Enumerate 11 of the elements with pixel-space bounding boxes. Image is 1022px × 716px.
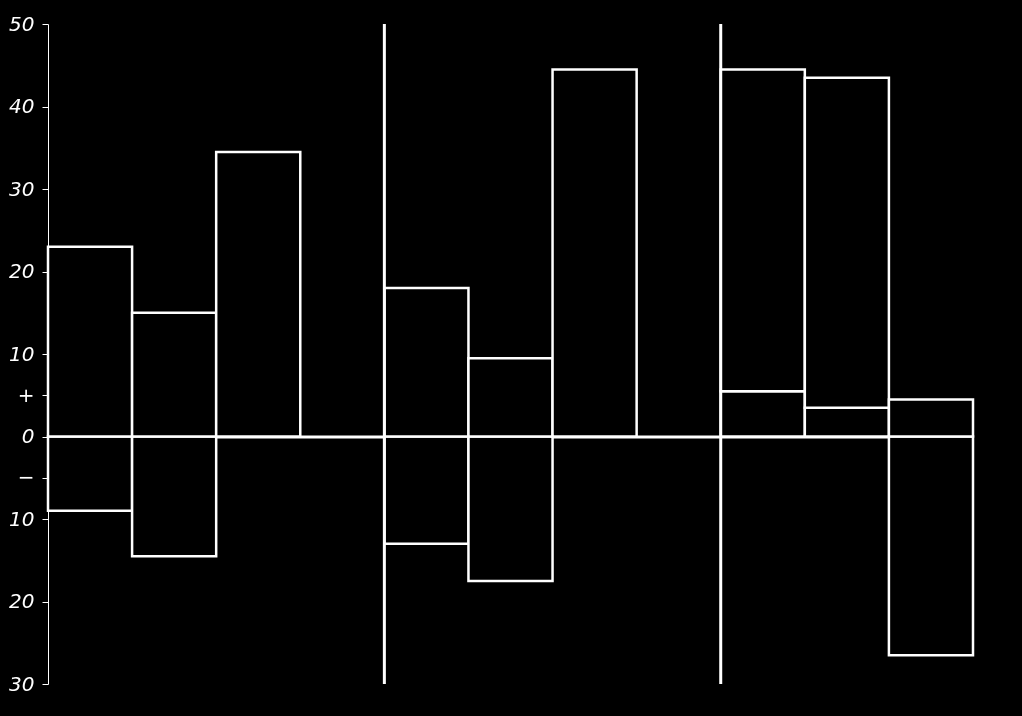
y-tick-label: − <box>17 465 35 490</box>
y-tick-label: 10 <box>9 341 35 366</box>
y-tick-label: 50 <box>9 11 35 36</box>
y-tick-label: 0 <box>21 424 35 448</box>
y-tick-label: 30 <box>9 176 35 201</box>
y-tick-label: 10 <box>9 506 35 531</box>
y-tick-label: 30 <box>9 671 35 696</box>
y-tick-label: + <box>17 382 35 407</box>
y-tick-label: 40 <box>9 94 35 118</box>
y-tick-label: 20 <box>9 259 35 283</box>
y-tick-label: 20 <box>9 589 35 613</box>
